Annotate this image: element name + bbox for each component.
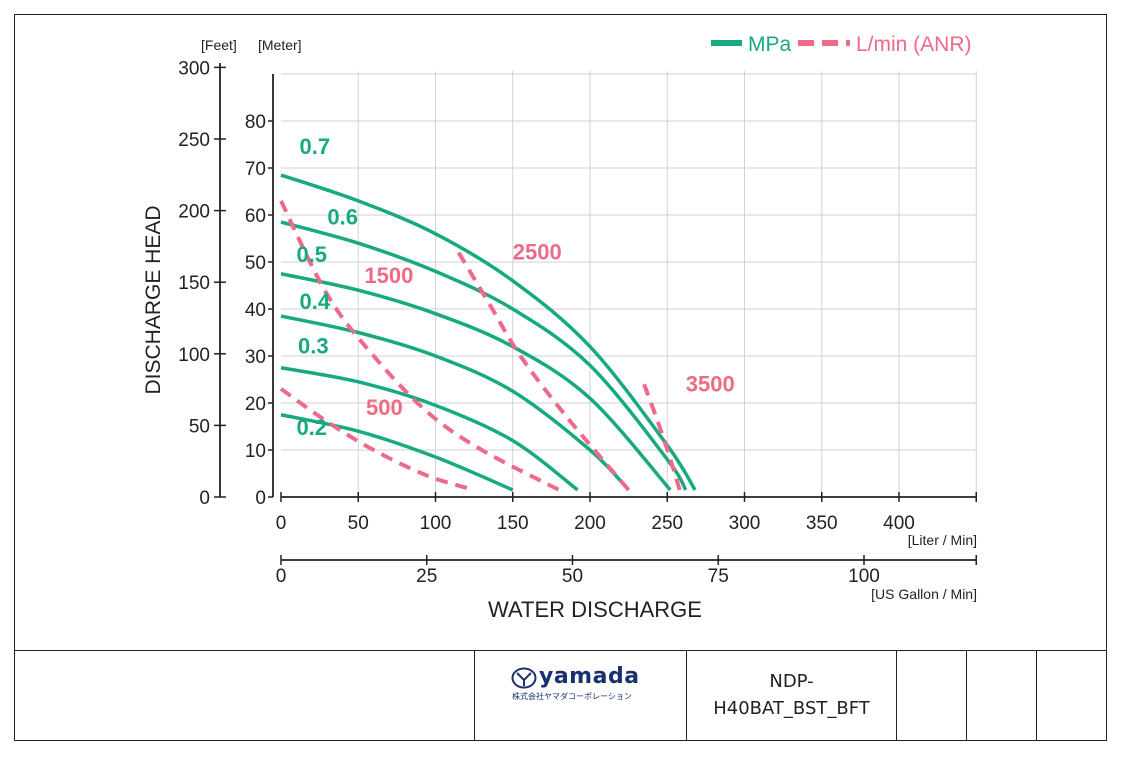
- air-label: 3500: [686, 371, 735, 396]
- grid-lines: [281, 71, 977, 497]
- liter-tick-label: 400: [883, 513, 915, 534]
- logo-cell: yamada 株式会社ヤマダコーポレーション: [474, 651, 686, 740]
- pressure-line-0.6: [280, 220, 688, 491]
- gallon-unit-label: [US Gallon / Min]: [871, 586, 977, 602]
- liter-tick-label: 0: [276, 513, 287, 534]
- gallon-tick-label: 100: [848, 566, 880, 587]
- pressure-line-0.2: [280, 413, 514, 492]
- pressure-label: 0.5: [296, 242, 327, 267]
- liter-tick-label: 150: [497, 513, 529, 534]
- meter-tick-label: 40: [245, 300, 266, 321]
- drawing-model-name: NDP-H40BAT_BST_BFT: [713, 671, 870, 719]
- meter-tick-label: 0: [255, 488, 266, 509]
- pressure-label: 0.7: [300, 134, 331, 159]
- drawing-frame: [14, 14, 1107, 741]
- liter-tick-label: 250: [651, 513, 683, 534]
- feet-tick-label: 50: [189, 416, 210, 437]
- air-consumption-line-3500: [642, 383, 682, 491]
- feet-tick-label: 100: [178, 345, 210, 366]
- legend-mpa-label: MPa: [748, 33, 792, 56]
- gallon-tick-label: 0: [276, 566, 287, 587]
- title-block: yamada 株式会社ヤマダコーポレーション NDP-H40BAT_BST_BF…: [14, 650, 1107, 741]
- pressure-line-0.7: [280, 173, 697, 491]
- x-axis-title: WATER DISCHARGE: [488, 597, 702, 622]
- feet-tick-label: 250: [178, 130, 210, 151]
- gallon-tick-label: 75: [708, 566, 729, 587]
- legend: MPa L/min (ANR): [711, 33, 972, 56]
- pressure-label: 0.2: [296, 415, 327, 440]
- liter-tick-label: 350: [806, 513, 838, 534]
- blank-cell: [1036, 651, 1107, 740]
- air-consumption-line-1500: [279, 200, 561, 492]
- feet-tick-label: 300: [178, 58, 210, 79]
- meter-tick-label: 50: [245, 253, 266, 274]
- meter-unit-label: [Meter]: [258, 37, 302, 53]
- meter-tick-label: 30: [245, 347, 266, 368]
- liter-tick-label: 300: [729, 513, 761, 534]
- legend-air-label: L/min (ANR): [856, 33, 972, 56]
- meter-tick-label: 10: [245, 441, 266, 462]
- gallon-tick-label: 25: [416, 566, 437, 587]
- gallon-tick-label: 50: [562, 566, 583, 587]
- pump-performance-chart: 0 50 100 150 200 250 300 350 400[Liter / Min]0 25…: [142, 33, 977, 622]
- feet-unit-label: [Feet]: [201, 37, 237, 53]
- liter-tick-label: 200: [574, 513, 606, 534]
- air-consumption-line-2500: [456, 251, 631, 492]
- yamada-logo: yamada 株式会社ヤマダコーポレーション: [511, 664, 639, 701]
- logo-brand-text: yamada: [539, 664, 640, 689]
- air-label: 2500: [513, 240, 562, 265]
- meter-tick-label: 60: [245, 206, 266, 227]
- pressure-label: 0.4: [300, 289, 331, 314]
- drawing-name-cell: NDP-H40BAT_BST_BFT: [686, 651, 896, 740]
- liter-tick-label: 50: [348, 513, 369, 534]
- feet-tick-label: 0: [199, 488, 210, 509]
- blank-cell: [966, 651, 1036, 740]
- blank-cell: [896, 651, 966, 740]
- feet-tick-label: 200: [178, 202, 210, 223]
- air-label: 1500: [364, 263, 413, 288]
- air-consumption-line-500: [279, 387, 475, 492]
- liter-tick-label: 100: [420, 513, 452, 534]
- yamada-emblem-icon: [511, 667, 537, 689]
- pressure-label: 0.6: [327, 204, 358, 229]
- meter-tick-label: 80: [245, 112, 266, 133]
- feet-tick-label: 150: [178, 273, 210, 294]
- pressure-line-0.5: [280, 272, 672, 492]
- tick-labels: 0 50 100 150 200 250 300 350 400[Liter / Min]0 25…: [142, 37, 977, 622]
- pressure-label: 0.3: [298, 334, 329, 359]
- air-label: 500: [366, 395, 403, 420]
- meter-tick-label: 70: [245, 159, 266, 180]
- axes: [219, 63, 977, 561]
- meter-tick-label: 20: [245, 394, 266, 415]
- logo-company-text: 株式会社ヤマダコーポレーション: [512, 692, 632, 701]
- liter-unit-label: [Liter / Min]: [908, 532, 977, 548]
- series-lines: [279, 173, 697, 492]
- y-axis-title: DISCHARGE HEAD: [142, 205, 165, 394]
- pressure-line-0.3: [280, 366, 579, 492]
- curve-labels: 0.7 0.60.5 0.4 0.3 0.2 500 1500 2500 3500: [296, 134, 734, 440]
